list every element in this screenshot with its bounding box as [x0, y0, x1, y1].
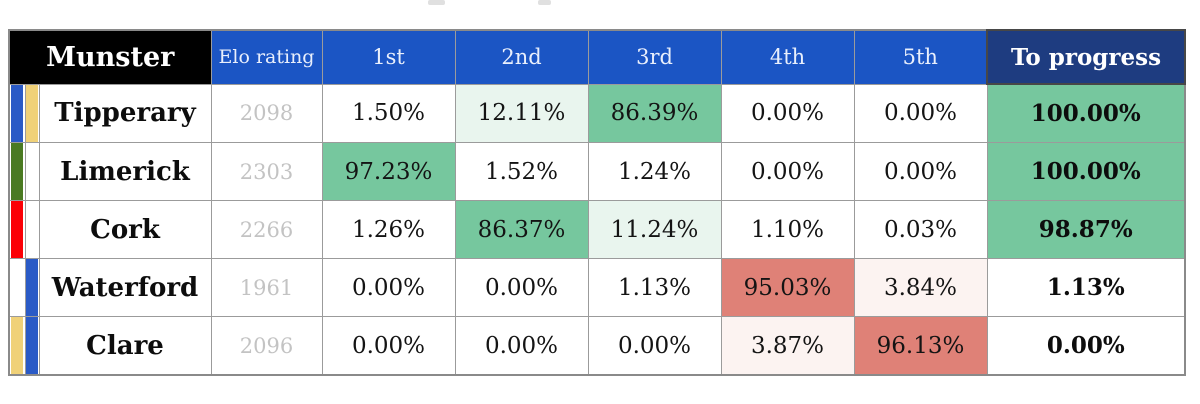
probability-cell: 0.00%: [321, 258, 456, 317]
county-color-cell: [24, 258, 40, 317]
team-name-cell: Cork: [38, 200, 212, 259]
probability-cell: 1.50%: [321, 83, 456, 143]
group-title: Munster: [8, 29, 212, 85]
probability-cell: 0.00%: [853, 83, 988, 143]
county-color-bar: [11, 201, 24, 258]
probability-cell: 0.00%: [321, 316, 456, 376]
team-name-cell: Tipperary: [38, 83, 212, 143]
probability-cell: 97.23%: [321, 142, 456, 201]
county-color-cell: [8, 316, 26, 376]
to-progress-cell: 1.13%: [986, 258, 1186, 317]
munster-table: Munster Elo rating 1st 2nd 3rd 4th 5th To prog…: [8, 29, 1186, 376]
county-color-bar: [11, 259, 24, 316]
county-color-bar: [26, 259, 38, 316]
probability-cell: 0.00%: [454, 316, 589, 376]
probability-cell: 0.00%: [587, 316, 722, 376]
county-color-cell: [24, 316, 40, 376]
probability-cell: 86.39%: [587, 83, 722, 143]
table-row: Clare 2096 0.00% 0.00% 0.00% 3.87% 96.13% 0.00%: [8, 316, 1186, 376]
county-color-cell: [24, 142, 40, 201]
probability-cell: 11.24%: [587, 200, 722, 259]
county-color-cell: [24, 200, 40, 259]
probability-cell: 0.00%: [454, 258, 589, 317]
probability-cell: 96.13%: [853, 316, 988, 376]
column-header-position-4th: 4th: [720, 29, 855, 85]
probability-cell: 1.13%: [587, 258, 722, 317]
probability-cell: 3.84%: [853, 258, 988, 317]
column-header-position-5th: 5th: [853, 29, 988, 85]
table-row: Limerick 2303 97.23% 1.52% 1.24% 0.00% 0.00% 10…: [8, 142, 1186, 201]
team-name-cell: Limerick: [38, 142, 212, 201]
column-header-position-1st: 1st: [321, 29, 456, 85]
column-header-position-3rd: 3rd: [587, 29, 722, 85]
probability-cell: 1.10%: [720, 200, 855, 259]
table-row: Waterford 1961 0.00% 0.00% 1.13% 95.03% 3.84% 1…: [8, 258, 1186, 317]
elo-rating-cell: 1961: [210, 258, 323, 317]
elo-rating-cell: 2303: [210, 142, 323, 201]
probability-cell: 1.24%: [587, 142, 722, 201]
county-color-cell: [8, 142, 26, 201]
probability-cell: 1.26%: [321, 200, 456, 259]
probability-cell: 0.00%: [720, 83, 855, 143]
to-progress-cell: 100.00%: [986, 83, 1186, 143]
probability-cell: 12.11%: [454, 83, 589, 143]
probability-cell: 86.37%: [454, 200, 589, 259]
county-color-bar: [26, 143, 38, 200]
to-progress-cell: 98.87%: [986, 200, 1186, 259]
table-row: Tipperary 2098 1.50% 12.11% 86.39% 0.00% 0.00%…: [8, 83, 1186, 143]
county-color-bar: [11, 317, 24, 374]
probability-cell: 1.52%: [454, 142, 589, 201]
column-header-elo: Elo rating: [210, 29, 323, 85]
table-row: Cork 2266 1.26% 86.37% 11.24% 1.10% 0.03% 98.87…: [8, 200, 1186, 259]
county-color-bar: [26, 201, 38, 258]
county-color-bar: [11, 84, 24, 142]
elo-probability-table: Munster Elo rating 1st 2nd 3rd 4th 5th To prog…: [8, 29, 1186, 376]
column-header-position-2nd: 2nd: [454, 29, 589, 85]
column-header-to-progress: To progress: [986, 29, 1186, 85]
probability-cell: 0.03%: [853, 200, 988, 259]
to-progress-cell: 100.00%: [986, 142, 1186, 201]
cropped-text-artifact: [428, 0, 445, 5]
county-color-cell: [8, 83, 26, 143]
to-progress-cell: 0.00%: [986, 316, 1186, 376]
elo-rating-cell: 2096: [210, 316, 323, 376]
county-color-cell: [8, 258, 26, 317]
county-color-bar: [26, 84, 38, 142]
header-row: Munster Elo rating 1st 2nd 3rd 4th 5th To prog…: [8, 29, 1186, 85]
elo-rating-cell: 2266: [210, 200, 323, 259]
county-color-cell: [24, 83, 40, 143]
cropped-text-artifact: [538, 0, 551, 5]
county-color-bar: [26, 317, 38, 374]
elo-rating-cell: 2098: [210, 83, 323, 143]
county-color-cell: [8, 200, 26, 259]
county-color-bar: [11, 143, 24, 200]
probability-cell: 3.87%: [720, 316, 855, 376]
team-name-cell: Clare: [38, 316, 212, 376]
probability-cell: 95.03%: [720, 258, 855, 317]
probability-cell: 0.00%: [853, 142, 988, 201]
team-name-cell: Waterford: [38, 258, 212, 317]
probability-cell: 0.00%: [720, 142, 855, 201]
